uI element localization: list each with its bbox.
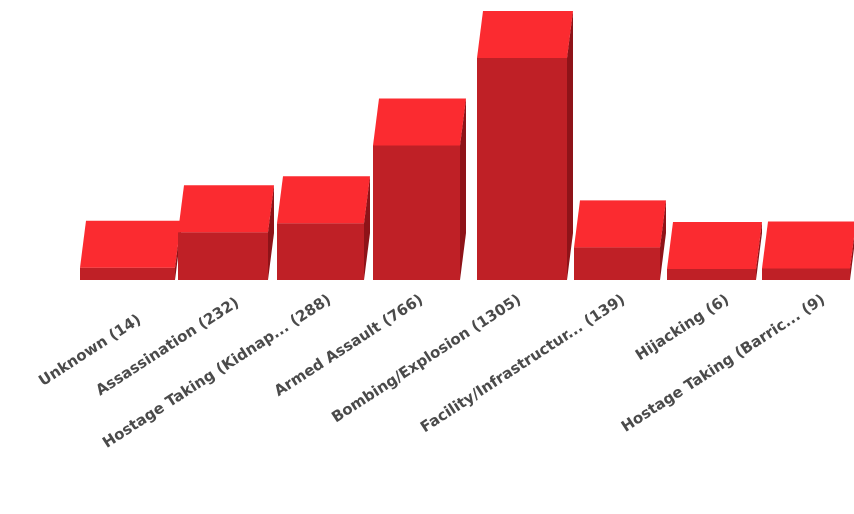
bar-side-face xyxy=(850,237,854,280)
tick-labels-layer: Unknown (14)Assassination (232)Hostage T… xyxy=(35,290,828,451)
bar-front-face xyxy=(373,145,460,280)
bar-side-face xyxy=(460,98,466,281)
bar-side-face xyxy=(268,185,274,280)
x-tick-label: Hostage Taking (Barric... (9) xyxy=(618,290,828,435)
bar-top-face xyxy=(477,11,573,58)
x-tick-label: Bombing/Explosion (1305) xyxy=(328,290,524,426)
x-tick-label: Hijacking (6) xyxy=(632,290,732,364)
bar-top-face xyxy=(178,185,274,233)
bar-side-face xyxy=(756,222,762,280)
bar-top-face xyxy=(80,220,181,268)
bar-front-face xyxy=(574,247,660,280)
bar xyxy=(477,11,573,280)
bar-front-face xyxy=(80,267,175,280)
bar xyxy=(667,222,762,280)
bar-front-face xyxy=(277,223,364,280)
bar-top-face xyxy=(762,221,854,269)
bar-top-face xyxy=(277,176,370,224)
bar xyxy=(574,200,666,280)
bar-front-face xyxy=(178,232,268,280)
bars-layer xyxy=(80,11,854,281)
x-tick-label: Facility/Infrastructur... (139) xyxy=(417,290,628,436)
bar-top-face xyxy=(373,98,466,146)
bar-side-face xyxy=(660,200,666,280)
bar xyxy=(762,221,854,280)
bar xyxy=(178,185,274,280)
bar-top-face xyxy=(667,222,762,270)
bar xyxy=(80,220,181,280)
x-tick-label: Assassination (232) xyxy=(92,293,242,399)
bar-front-face xyxy=(477,58,567,280)
bar-side-face xyxy=(567,11,573,280)
bar-side-face xyxy=(364,176,370,280)
bar-front-face xyxy=(762,268,850,280)
bar-front-face xyxy=(667,269,756,280)
bar xyxy=(373,98,466,281)
bar xyxy=(277,176,370,280)
bar-top-face xyxy=(574,200,666,248)
